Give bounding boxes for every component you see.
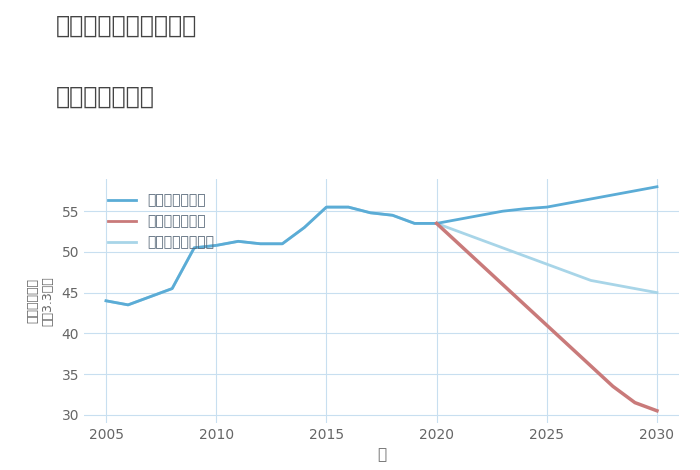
Line: グッドシナリオ: グッドシナリオ [106,187,657,305]
Legend: グッドシナリオ, バッドシナリオ, ノーマルシナリオ: グッドシナリオ, バッドシナリオ, ノーマルシナリオ [103,188,220,255]
グッドシナリオ [344,204,353,210]
X-axis label: 年: 年 [377,447,386,462]
ノーマルシナリオ [278,241,286,247]
グッドシナリオ [168,286,176,291]
ノーマルシナリオ [631,286,639,291]
バッドシナリオ [542,322,551,328]
ノーマルシナリオ [322,204,330,210]
グッドシナリオ [234,238,242,244]
Text: 土地の価格推移: 土地の価格推移 [56,85,155,109]
グッドシナリオ [190,245,198,251]
ノーマルシナリオ [521,253,529,259]
バッドシナリオ [498,282,507,287]
ノーマルシナリオ [234,238,242,244]
グッドシナリオ [322,204,330,210]
ノーマルシナリオ [168,286,176,291]
グッドシナリオ [477,212,485,218]
ノーマルシナリオ [609,282,617,287]
ノーマルシナリオ [477,237,485,243]
グッドシナリオ [498,208,507,214]
バッドシナリオ [477,261,485,267]
バッドシナリオ [653,408,662,414]
Text: 愛知県豊田市水源町の: 愛知県豊田市水源町の [56,14,197,38]
バッドシナリオ [609,384,617,389]
バッドシナリオ [454,241,463,247]
ノーマルシナリオ [256,241,265,247]
ノーマルシナリオ [587,278,595,283]
バッドシナリオ [631,400,639,406]
バッドシナリオ [587,363,595,369]
バッドシナリオ [433,220,441,226]
グッドシナリオ [565,200,573,206]
ノーマルシナリオ [124,302,132,308]
グッドシナリオ [609,192,617,198]
グッドシナリオ [631,188,639,194]
ノーマルシナリオ [433,220,441,226]
ノーマルシナリオ [190,245,198,251]
グッドシナリオ [454,217,463,222]
グッドシナリオ [366,210,375,216]
グッドシナリオ [300,225,309,230]
グッドシナリオ [587,196,595,202]
グッドシナリオ [124,302,132,308]
ノーマルシナリオ [389,212,397,218]
ノーマルシナリオ [146,294,154,299]
ノーマルシナリオ [498,245,507,251]
ノーマルシナリオ [565,269,573,275]
グッドシナリオ [433,220,441,226]
ノーマルシナリオ [102,298,110,304]
グッドシナリオ [278,241,286,247]
グッドシナリオ [410,220,419,226]
ノーマルシナリオ [300,225,309,230]
グッドシナリオ [521,206,529,212]
ノーマルシナリオ [212,243,220,248]
Line: バッドシナリオ: バッドシナリオ [437,223,657,411]
ノーマルシナリオ [454,229,463,235]
グッドシナリオ [542,204,551,210]
グッドシナリオ [653,184,662,189]
ノーマルシナリオ [344,204,353,210]
バッドシナリオ [565,343,573,348]
グッドシナリオ [389,212,397,218]
グッドシナリオ [146,294,154,299]
Line: ノーマルシナリオ: ノーマルシナリオ [106,207,657,305]
Y-axis label: 単価（万円）
坪（3.3㎡）: 単価（万円） 坪（3.3㎡） [27,276,55,326]
ノーマルシナリオ [653,290,662,296]
グッドシナリオ [212,243,220,248]
ノーマルシナリオ [542,261,551,267]
グッドシナリオ [256,241,265,247]
ノーマルシナリオ [366,210,375,216]
バッドシナリオ [521,302,529,308]
ノーマルシナリオ [410,220,419,226]
グッドシナリオ [102,298,110,304]
